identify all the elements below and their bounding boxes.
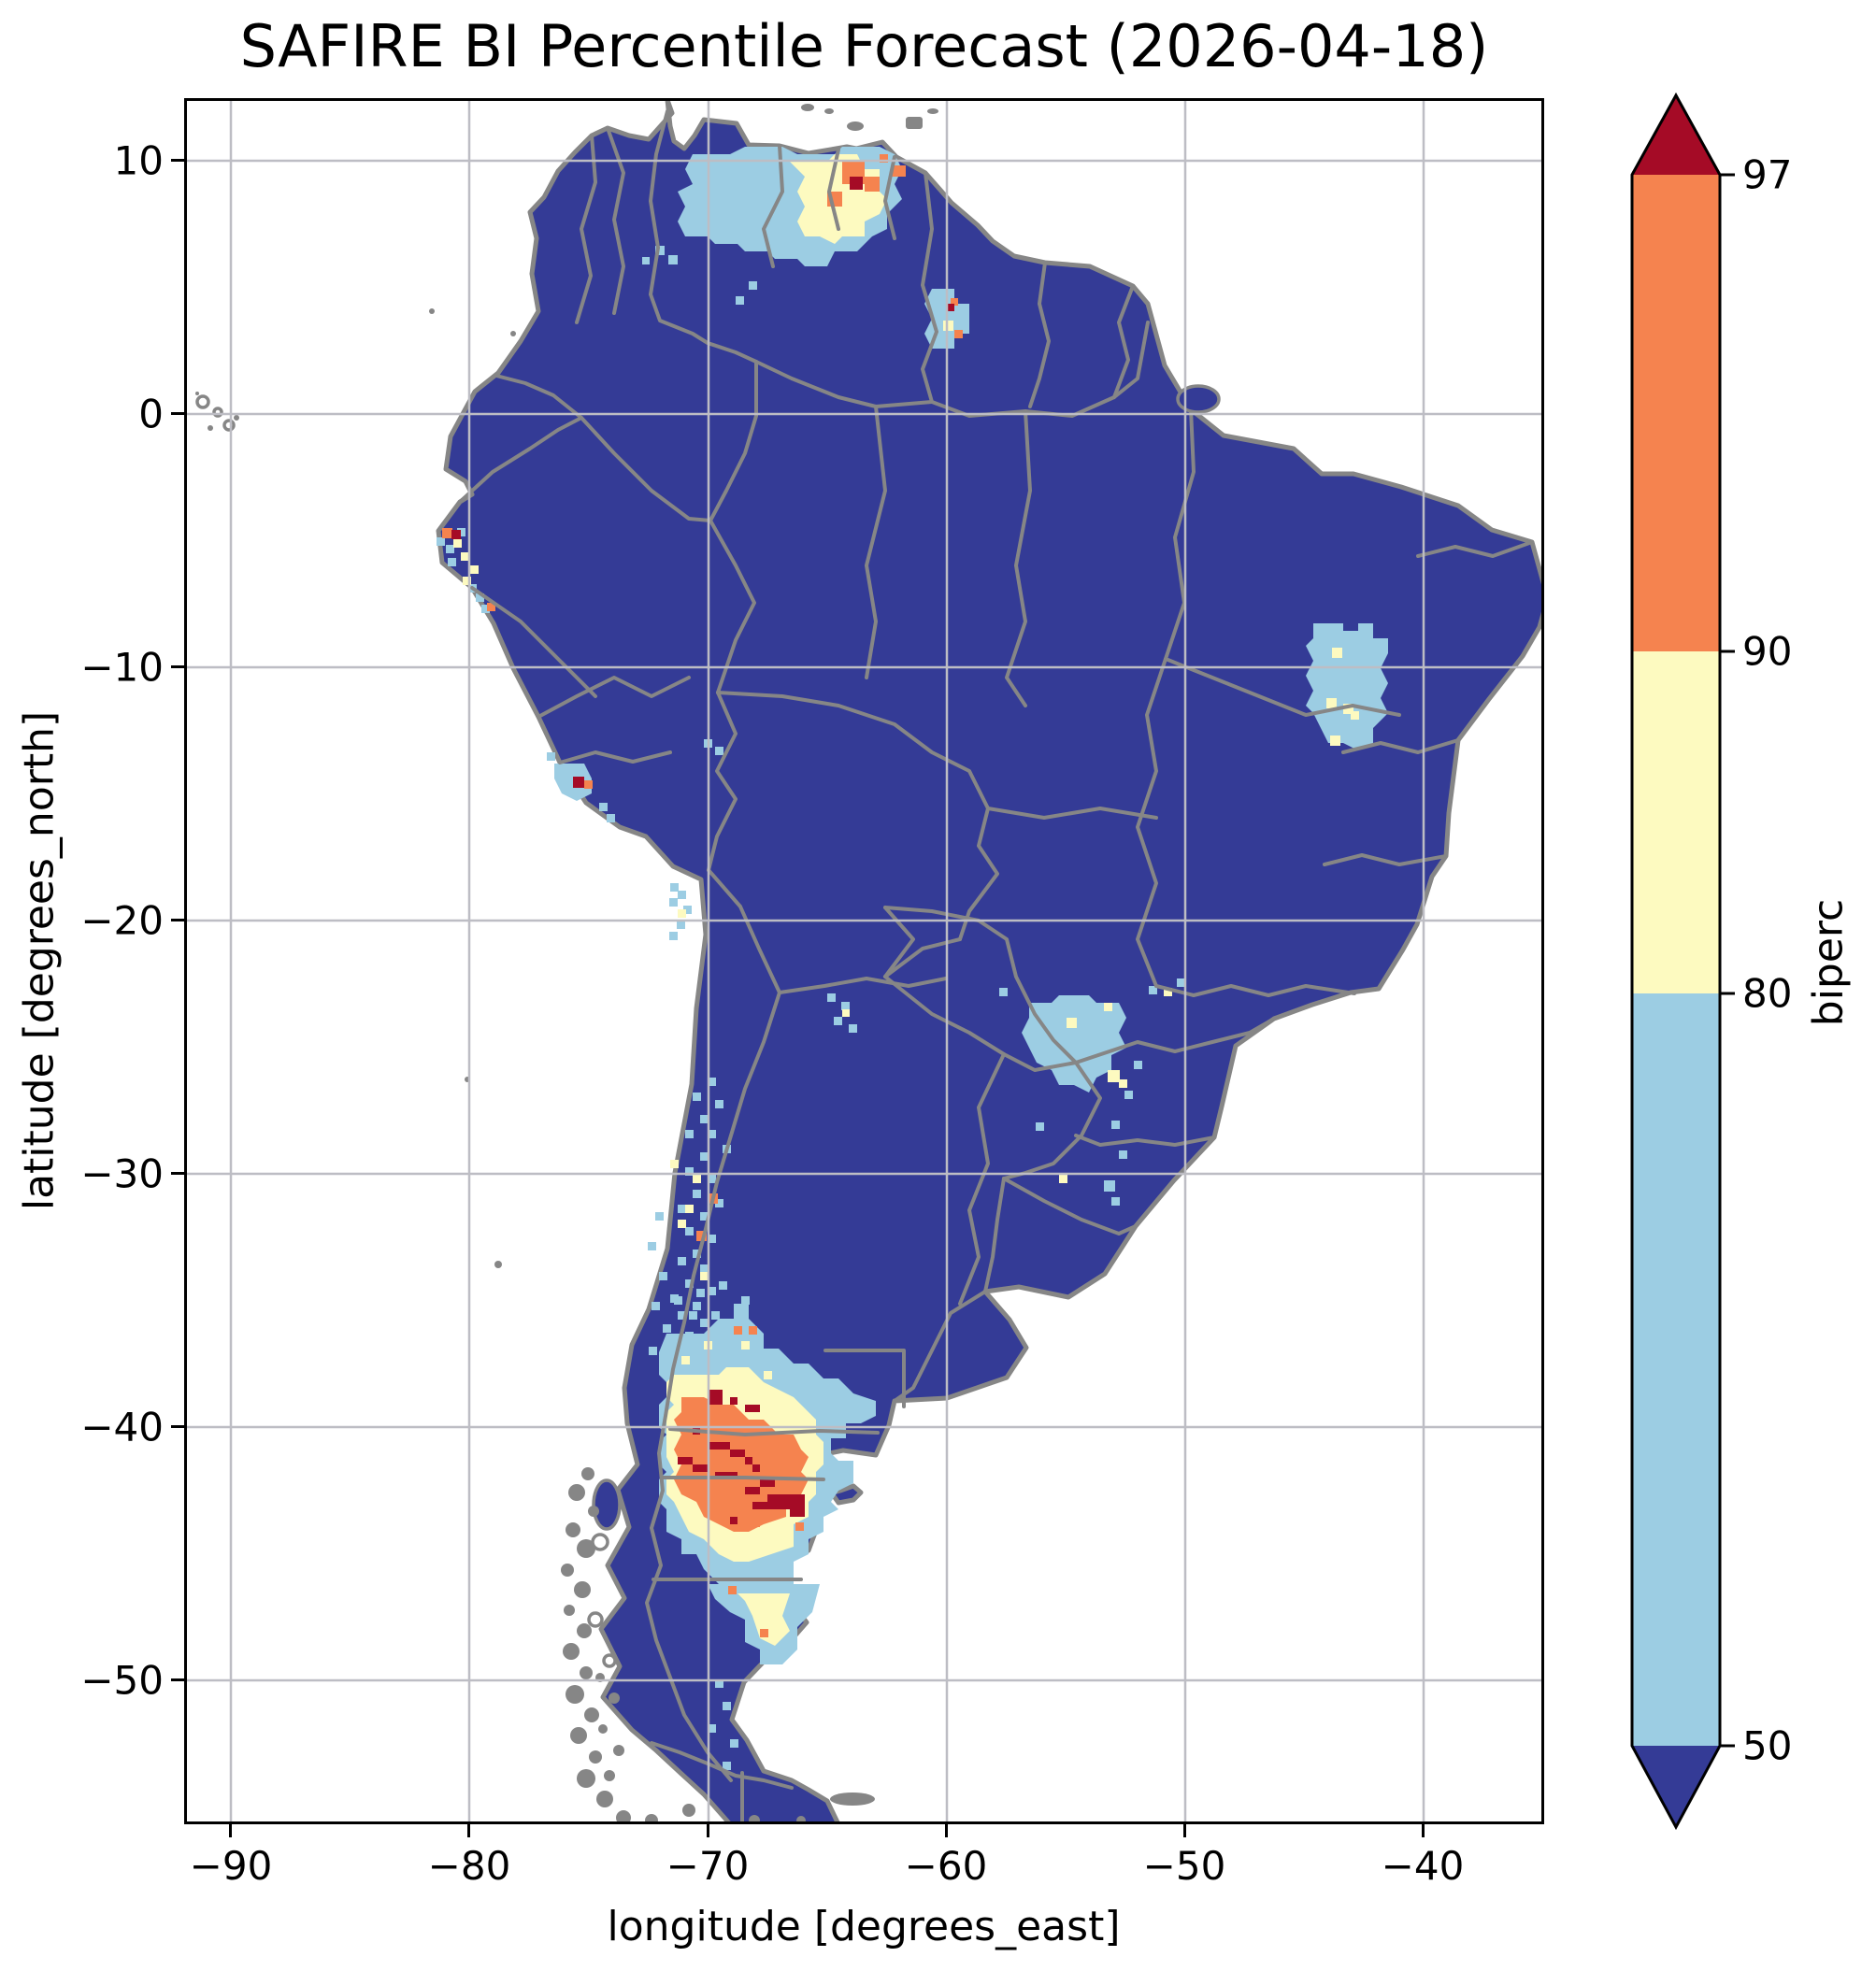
x-tick-mark [707,1824,709,1837]
y-tick-mark [171,159,184,162]
x-tick-mark [945,1824,948,1837]
x-tick-label: −90 [189,1843,273,1889]
colorbar-tick-label: 90 [1742,628,1793,675]
y-tick-mark [171,1172,184,1175]
y-tick-label: −10 [80,644,164,691]
y-tick-mark [171,1678,184,1681]
admin-boundaries [458,109,1534,1824]
caribbean-islands [801,104,938,131]
map-plot-area [184,98,1544,1824]
continent-outline [436,98,1544,1824]
chiloe-island [592,1478,622,1531]
x-tick-label: −40 [1381,1843,1465,1889]
x-tick-mark [229,1824,232,1837]
colorbar-segment-90-97 [1632,175,1720,651]
colorbar-axis-label: biperc [1804,898,1853,1027]
y-axis-label: latitude [degrees_north] [15,710,64,1211]
x-tick-label: −60 [904,1843,988,1889]
galapagos-islands [195,392,239,432]
y-tick-label: −30 [80,1150,164,1197]
colorbar-segment-50-80 [1632,993,1720,1746]
y-tick-label: −40 [80,1404,164,1450]
y-tick-mark [171,919,184,921]
colorbar [1630,92,1735,1831]
x-tick-label: −50 [1142,1843,1226,1889]
x-tick-mark [1183,1824,1186,1837]
y-tick-mark [171,1425,184,1428]
colorbar-tick-label: 50 [1742,1722,1793,1769]
colorbar-segment-80-90 [1632,651,1720,993]
x-tick-label: −80 [427,1843,511,1889]
marajo-island [1176,384,1221,414]
x-tick-mark [467,1824,470,1837]
south-america-landmass [436,98,1544,1824]
colorbar-under-arrow [1632,1746,1720,1827]
x-axis-label: longitude [degrees_east] [607,1903,1121,1950]
colorbar-tick-label: 80 [1742,970,1793,1017]
plot-frame [184,98,1544,1824]
y-tick-label: 0 [138,391,164,437]
colorbar-tick-label: 97 [1742,151,1793,198]
x-tick-mark [1422,1824,1425,1837]
colorbar-over-arrow [1632,95,1720,175]
malpelo-island [429,308,435,314]
gorgona-island [510,331,516,336]
gridlines [184,98,1544,1824]
y-tick-mark [171,412,184,415]
y-tick-label: 10 [113,137,164,184]
y-tick-label: −20 [80,897,164,944]
juan-fernandez-island [494,1261,502,1268]
plot-title: SAFIRE BI Percentile Forecast (2026-04-1… [239,12,1489,80]
x-tick-label: −70 [666,1843,750,1889]
y-tick-mark [171,665,184,668]
y-tick-label: −50 [80,1657,164,1704]
isla-de-los-estados [830,1792,875,1806]
